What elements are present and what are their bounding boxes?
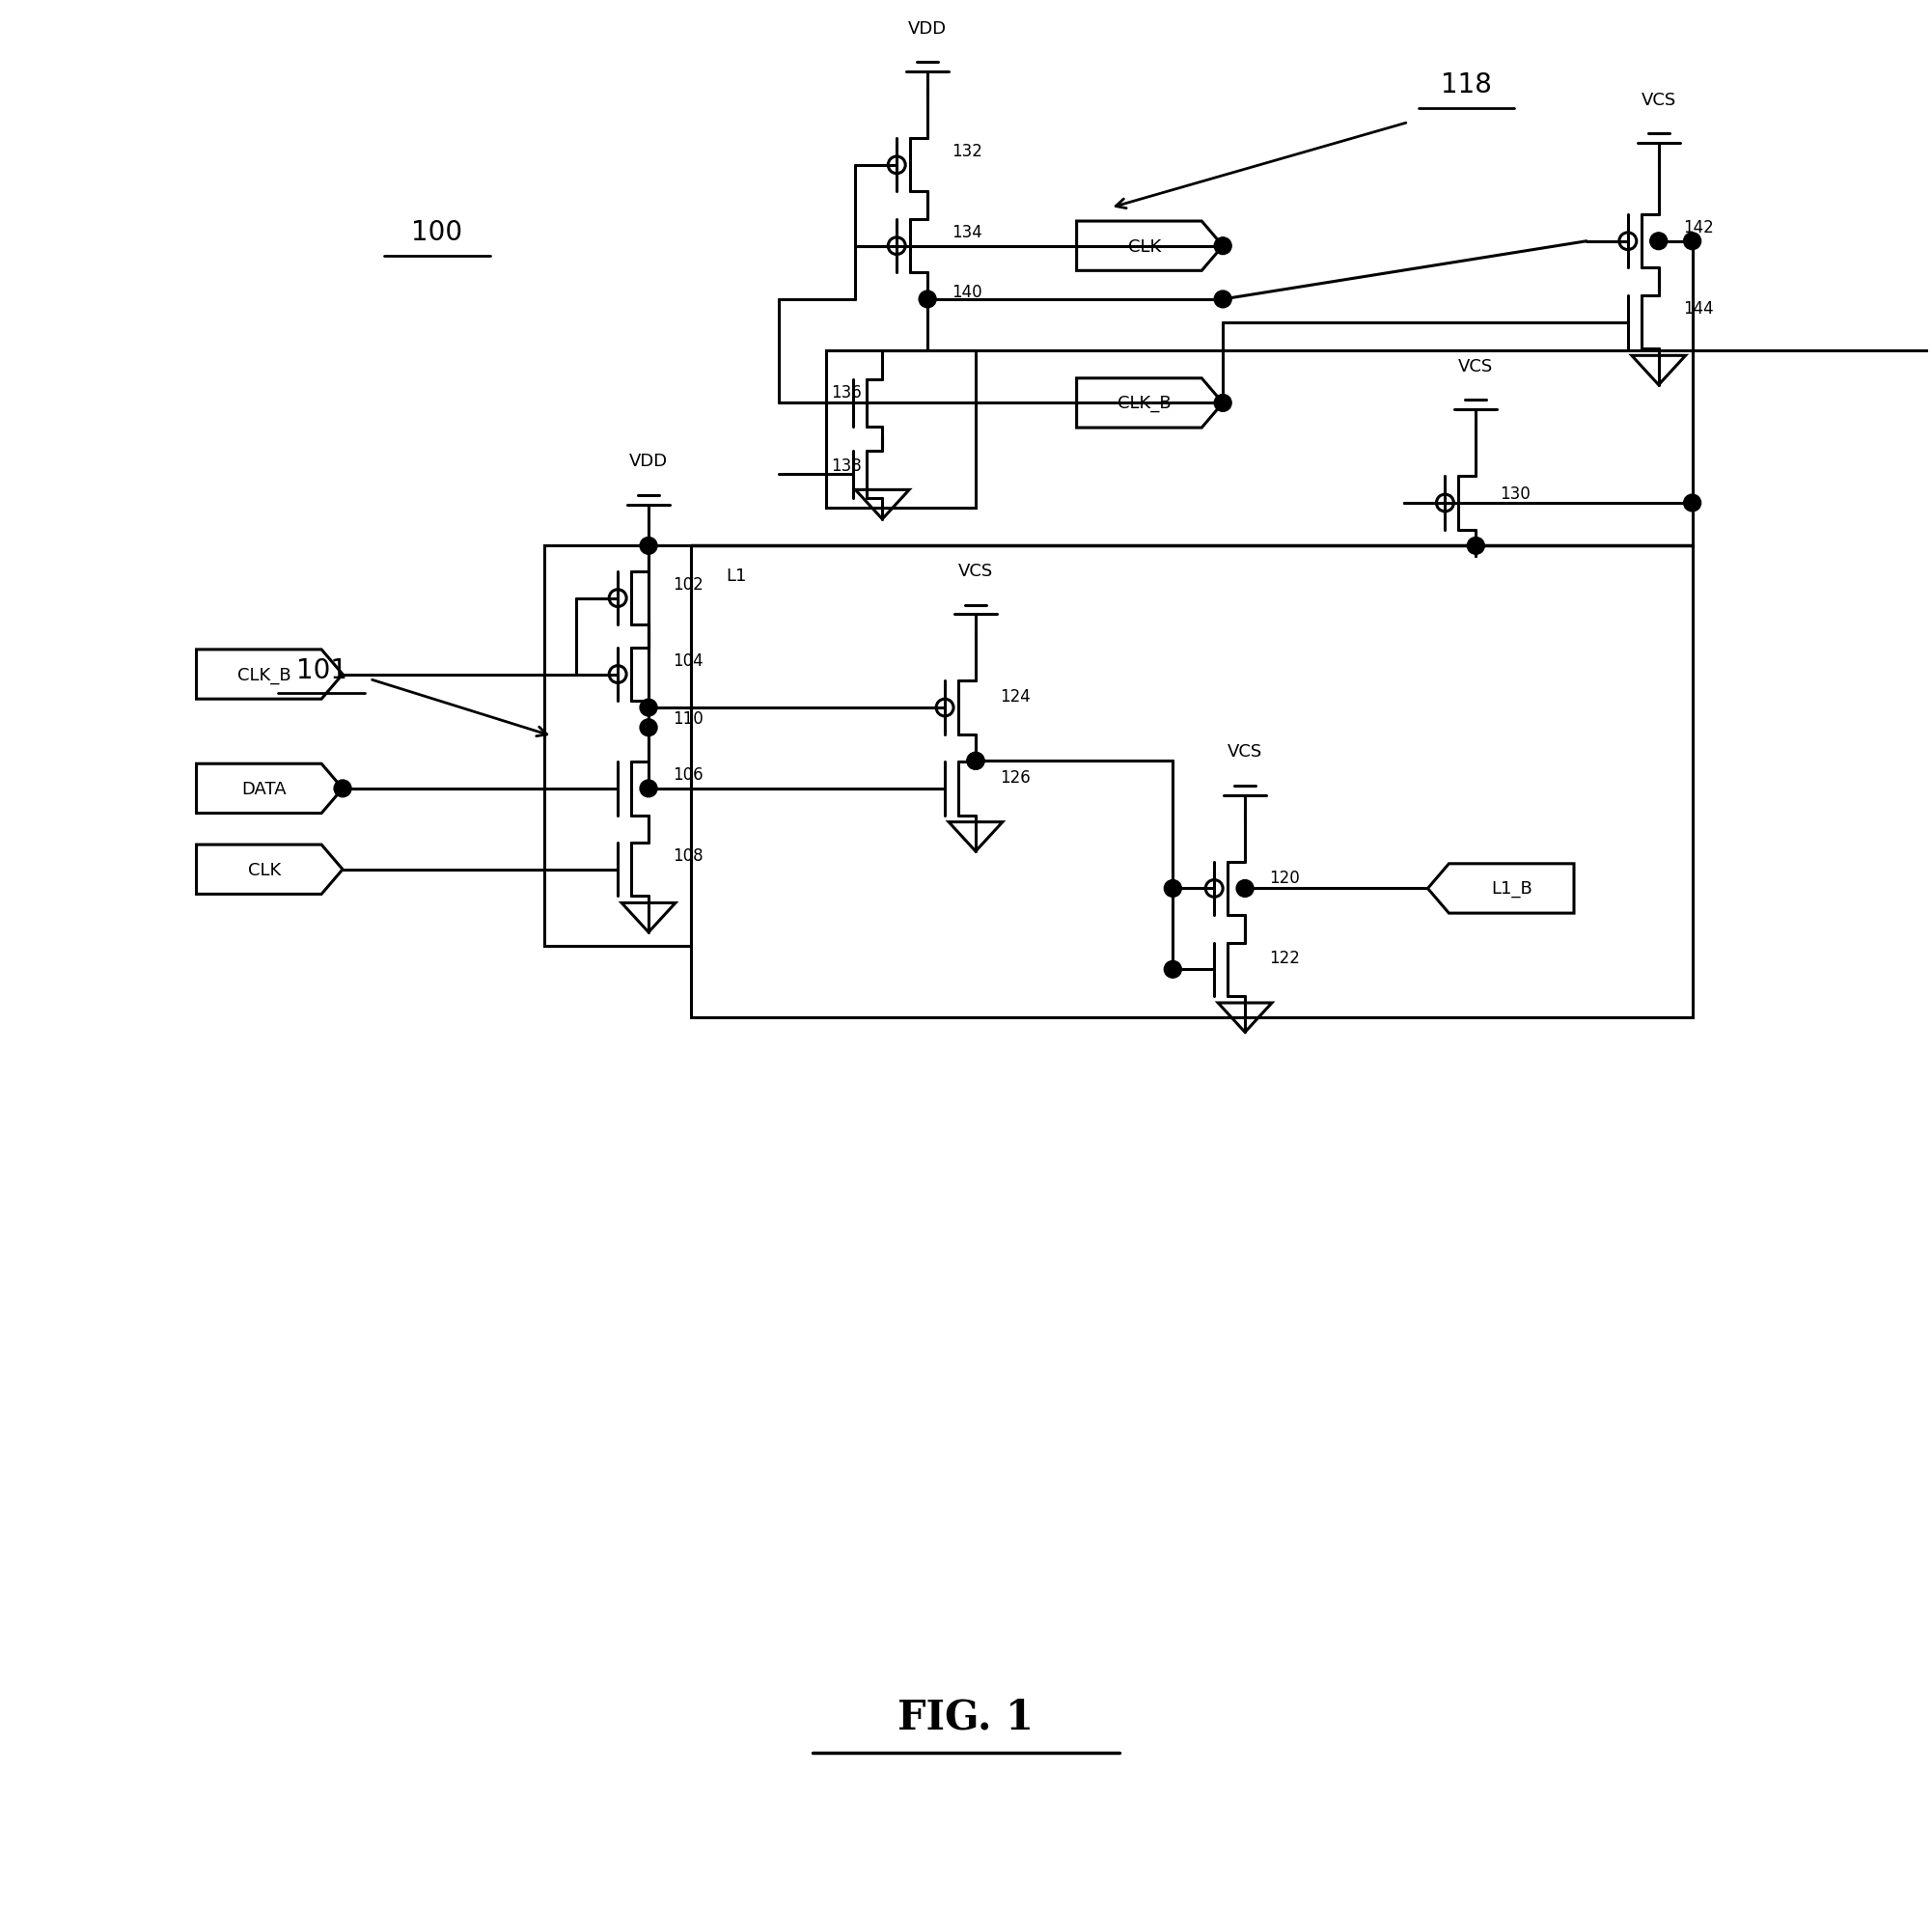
Bar [692,547,1692,1017]
Circle shape [966,753,983,770]
Circle shape [966,753,983,770]
Text: VDD: VDD [630,453,668,470]
Text: 120: 120 [1269,870,1300,887]
Circle shape [639,537,657,554]
Text: 106: 106 [672,766,703,784]
Text: 126: 126 [999,768,1030,785]
Text: VCS: VCS [958,562,993,579]
Text: CLK_B: CLK_B [1117,396,1171,413]
Text: 101: 101 [296,657,348,684]
Text: L1_B: L1_B [1492,881,1532,898]
Text: CLK: CLK [1128,239,1161,256]
Circle shape [639,780,657,797]
Circle shape [1466,537,1484,554]
Text: 144: 144 [1683,300,1714,317]
Bar [545,547,692,946]
Circle shape [1213,396,1231,413]
Text: FIG. 1: FIG. 1 [898,1697,1034,1737]
Circle shape [920,290,937,308]
Text: 134: 134 [952,224,981,241]
Text: 132: 132 [952,143,981,161]
Text: 102: 102 [672,575,703,592]
Text: 138: 138 [831,457,862,474]
Circle shape [1683,495,1700,512]
Text: 124: 124 [999,688,1030,705]
Text: 136: 136 [831,384,862,401]
Text: VCS: VCS [1640,92,1677,109]
Text: 104: 104 [672,652,703,669]
Circle shape [1213,239,1231,256]
Text: 100: 100 [412,220,462,247]
Text: CLK_B: CLK_B [238,667,292,684]
Text: 142: 142 [1683,220,1714,237]
Text: DATA: DATA [242,780,286,797]
Text: 140: 140 [952,283,981,302]
Text: 118: 118 [1441,71,1492,97]
Text: 108: 108 [672,847,703,864]
Text: 130: 130 [1499,485,1530,503]
Text: VCS: VCS [1459,357,1493,375]
Bar [827,352,976,508]
Text: 122: 122 [1269,950,1300,967]
Circle shape [1165,881,1182,898]
Circle shape [1236,881,1254,898]
Text: 110: 110 [672,709,703,728]
Circle shape [1213,290,1231,308]
Circle shape [1650,233,1667,250]
Circle shape [639,699,657,717]
Circle shape [334,780,352,797]
Text: VDD: VDD [908,19,947,38]
Text: VCS: VCS [1227,743,1262,761]
Circle shape [639,720,657,736]
Text: L1: L1 [726,568,746,585]
Circle shape [1683,233,1700,250]
Text: CLK: CLK [247,862,280,879]
Circle shape [1165,961,1182,978]
